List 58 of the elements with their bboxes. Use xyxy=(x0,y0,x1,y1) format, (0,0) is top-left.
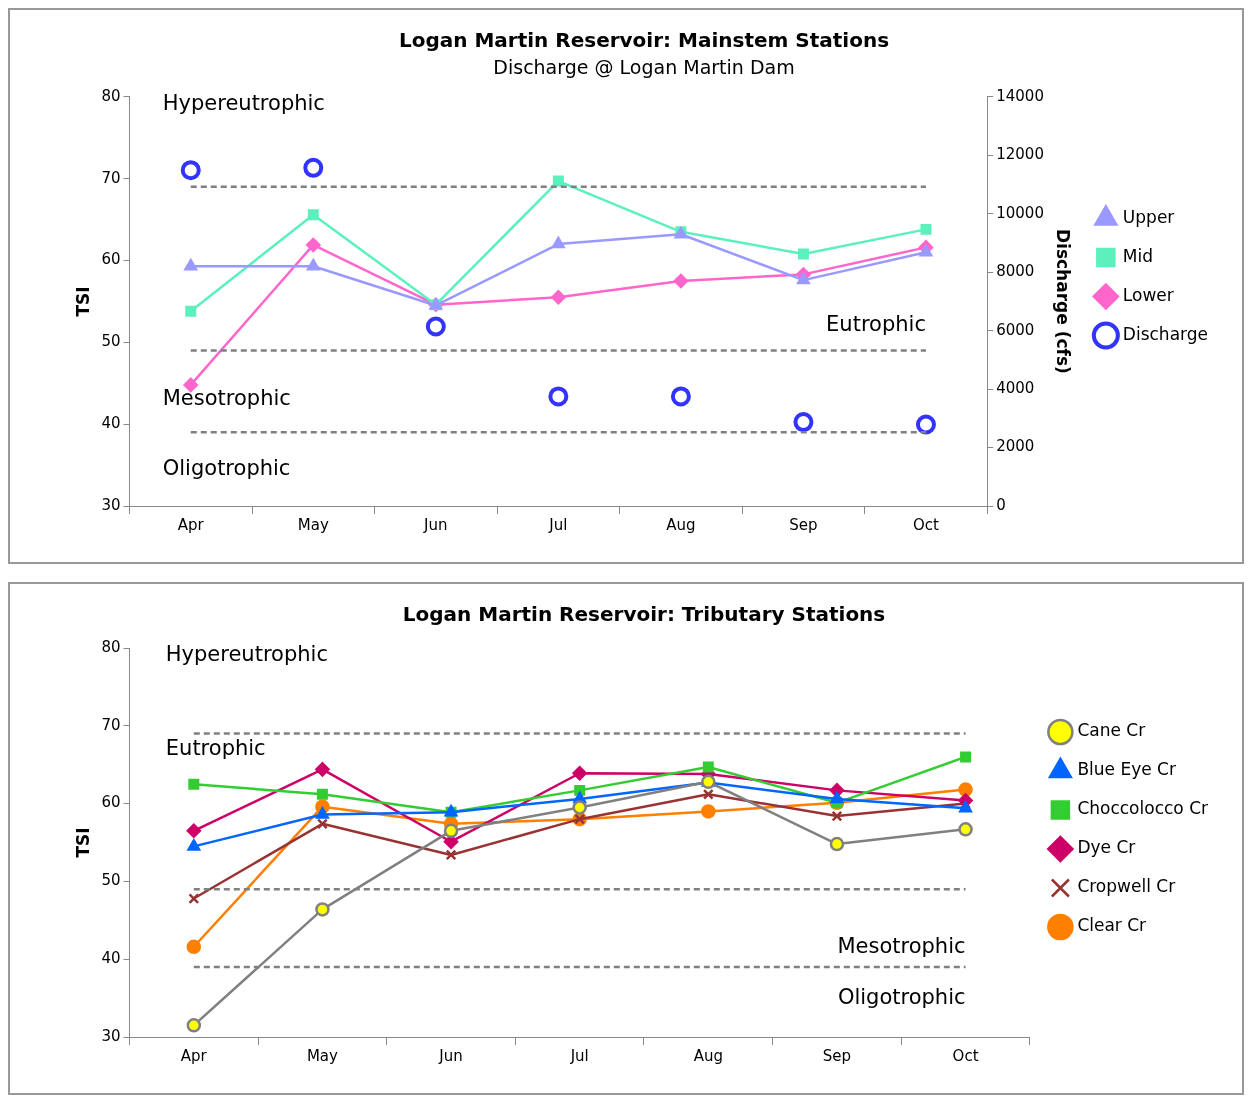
x-tick-label: Aug xyxy=(693,1046,723,1065)
legend-label: Clear Cr xyxy=(1077,915,1147,936)
y-tick-label: 80 xyxy=(101,637,121,656)
x-tick-label: Sep xyxy=(789,515,818,534)
x-tick-label: Jun xyxy=(438,1046,463,1065)
legend-label: Dye Cr xyxy=(1077,837,1136,858)
x-tick-label: Jun xyxy=(423,515,448,534)
y-tick-label: 70 xyxy=(101,168,121,187)
y2-tick-label: 8000 xyxy=(996,262,1035,281)
y-tick-label: 80 xyxy=(101,86,121,105)
y-tick-label: 60 xyxy=(101,250,121,269)
legend-label: Blue Eye Cr xyxy=(1077,759,1176,780)
y-axis-title: TSI xyxy=(72,286,93,317)
legend-label: Mid xyxy=(1122,245,1154,266)
y-tick-label: 60 xyxy=(101,793,121,812)
x-tick-label: May xyxy=(306,1046,339,1065)
legend-label: Discharge xyxy=(1122,323,1209,344)
chart-title: Logan Martin Reservoir: Tributary Stations xyxy=(402,602,886,627)
y2-tick-label: 12000 xyxy=(996,145,1044,164)
y2-tick-label: 10000 xyxy=(996,203,1044,222)
y2-tick-label: 4000 xyxy=(996,378,1035,397)
x-tick-label: Jul xyxy=(569,1046,589,1065)
y2-axis-title: Discharge (cfs) xyxy=(1052,228,1073,374)
legend-label: Upper xyxy=(1122,206,1175,227)
annotation: Mesotrophic xyxy=(162,386,291,411)
y-tick-label: 70 xyxy=(101,715,121,734)
y2-tick-label: 2000 xyxy=(996,437,1035,456)
x-tick-label: Oct xyxy=(913,515,940,534)
y-tick-label: 30 xyxy=(101,1026,121,1045)
annotation: Oligotrophic xyxy=(837,984,966,1009)
chart-title: Logan Martin Reservoir: Mainstem Stations xyxy=(398,28,890,53)
annotation: Mesotrophic xyxy=(837,933,966,958)
x-tick-label: Aug xyxy=(666,515,696,534)
y2-tick-label: 0 xyxy=(996,495,1006,514)
y-tick-label: 40 xyxy=(101,949,121,968)
legend-label: Lower xyxy=(1122,284,1174,305)
y2-tick-label: 6000 xyxy=(996,320,1035,339)
y-tick-label: 30 xyxy=(101,495,121,514)
x-tick-label: May xyxy=(297,515,329,534)
y-axis-title: TSI xyxy=(72,827,93,858)
legend-label: Cane Cr xyxy=(1077,720,1146,741)
y-tick-label: 50 xyxy=(101,871,121,890)
annotation: Eutrophic xyxy=(165,735,266,760)
chart-subtitle: Discharge @ Logan Martin Dam xyxy=(493,56,795,79)
legend-label: Choccolocco Cr xyxy=(1077,798,1209,819)
y2-tick-label: 14000 xyxy=(996,86,1044,105)
legend-label: Cropwell Cr xyxy=(1077,876,1176,897)
x-tick-label: Sep xyxy=(822,1046,852,1065)
x-tick-label: Oct xyxy=(952,1046,979,1065)
annotation: Hypereutrophic xyxy=(162,91,325,116)
x-tick-label: Apr xyxy=(177,515,205,534)
y-tick-label: 50 xyxy=(101,332,121,351)
x-tick-label: Apr xyxy=(180,1046,208,1065)
annotation: Hypereutrophic xyxy=(165,642,328,667)
annotation: Eutrophic xyxy=(826,312,926,337)
y-tick-label: 40 xyxy=(101,414,121,433)
annotation: Oligotrophic xyxy=(162,455,291,480)
x-tick-label: Jul xyxy=(548,515,568,534)
